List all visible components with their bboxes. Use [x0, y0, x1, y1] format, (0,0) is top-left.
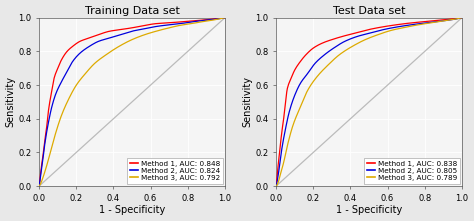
Y-axis label: Sensitivity: Sensitivity	[6, 76, 16, 127]
X-axis label: 1 - Specificity: 1 - Specificity	[99, 206, 165, 215]
Title: Test Data set: Test Data set	[333, 6, 405, 15]
Legend: Method 1, AUC: 0.838, Method 2, AUC: 0.805, Method 3, AUC: 0.789: Method 1, AUC: 0.838, Method 2, AUC: 0.8…	[364, 158, 460, 184]
Title: Training Data set: Training Data set	[85, 6, 180, 15]
Y-axis label: Sensitivity: Sensitivity	[243, 76, 253, 127]
Legend: Method 1, AUC: 0.848, Method 2, AUC: 0.824, Method 3, AUC: 0.792: Method 1, AUC: 0.848, Method 2, AUC: 0.8…	[127, 158, 223, 184]
X-axis label: 1 - Specificity: 1 - Specificity	[336, 206, 402, 215]
